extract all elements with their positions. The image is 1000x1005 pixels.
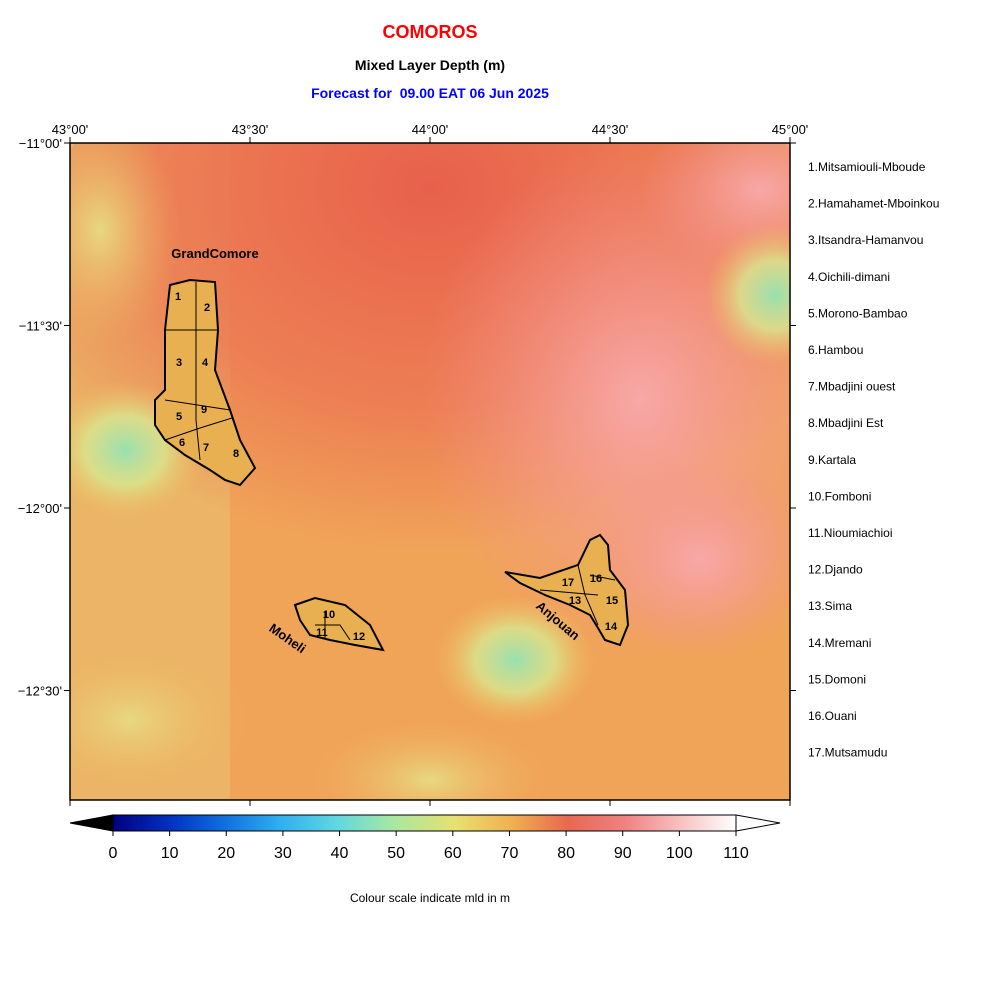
- region-borders: [164, 282, 616, 641]
- overlay: 43°00' 43°30' 44°00' 44°30' 45°00' −11°00' −11…: [18, 122, 940, 862]
- lat-tick-label: −11°30': [19, 319, 62, 334]
- colorbar-tick-label: 20: [217, 845, 235, 862]
- lon-tick-label: 43°30': [232, 122, 269, 137]
- grand-comore-outline: [154, 278, 257, 487]
- colorbar-tick-label: 90: [614, 845, 632, 862]
- region-number: 10: [323, 609, 335, 621]
- colorbar-tick-label: 30: [274, 845, 292, 862]
- region-number: 14: [605, 621, 618, 633]
- colorbar-tick-label: 10: [161, 845, 179, 862]
- colorbar: [112, 814, 737, 832]
- region-legend: 13.Sima: [808, 599, 852, 613]
- region-number: 16: [590, 573, 602, 585]
- colorbar-tick-label: 100: [666, 845, 693, 862]
- region-number: 5: [176, 411, 182, 423]
- region-number: 4: [202, 357, 209, 369]
- colorbar-tick-label: 0: [109, 845, 118, 862]
- region-number: 15: [606, 595, 618, 607]
- subtitle: Mixed Layer Depth (m): [355, 57, 505, 73]
- region-legend: 17.Mutsamudu: [808, 746, 887, 760]
- colorbar-tick-label: 40: [331, 845, 349, 862]
- region-legend: 5.Morono-Bambao: [808, 306, 908, 320]
- field: [70, 143, 790, 800]
- region-legend: 3.Itsandra-Hamanvou: [808, 233, 923, 247]
- region-legend: 10.Fomboni: [808, 489, 871, 503]
- region-legend: 6.Hambou: [808, 343, 863, 357]
- forecast: Forecast for 09.00 EAT 06 Jun 2025: [311, 85, 549, 101]
- region-number: 17: [562, 577, 574, 589]
- island-label: GrandComore: [171, 246, 258, 261]
- lon-tick-label: 43°00': [52, 122, 89, 137]
- title: COMOROS: [382, 22, 477, 42]
- region-legend: 11.Nioumiachioi: [808, 526, 893, 540]
- region-number: 8: [233, 448, 239, 460]
- lat-tick-label: −12°00': [18, 501, 62, 516]
- moheli-outline: [293, 596, 385, 652]
- colorbar-caption: Colour scale indicate mld in m: [350, 891, 510, 905]
- colorbar-low-arrow: [69, 814, 114, 832]
- region-legend: 8.Mbadjini Est: [808, 416, 884, 430]
- lon-tick-label: 44°00': [412, 122, 449, 137]
- region-legend: 2.Hamahamet-Mboinkou: [808, 197, 939, 211]
- lon-tick-label: 44°30': [592, 122, 629, 137]
- region-legend: 15.Domoni: [808, 672, 866, 686]
- region-number: 13: [569, 595, 581, 607]
- colorbar-tick-label: 110: [723, 845, 749, 862]
- islands: [154, 278, 630, 652]
- lat-tick-label: −12°30': [18, 684, 62, 699]
- region-number: 2: [204, 302, 210, 314]
- region-legend: 12.Djando: [808, 563, 863, 577]
- region-legend: 16.Ouani: [808, 709, 857, 723]
- lat-tick-label: −11°00': [19, 136, 62, 151]
- region-legend: 7.Mbadjini ouest: [808, 380, 896, 394]
- region-legend: 4.Oichili-dimani: [808, 270, 890, 284]
- region-number: 9: [201, 404, 207, 416]
- region-number: 7: [203, 442, 209, 454]
- region-legend: 9.Kartala: [808, 453, 856, 467]
- region-number: 1: [175, 291, 181, 303]
- colorbar-tick-label: 60: [444, 845, 462, 862]
- colorbar-high-arrow: [735, 814, 781, 832]
- region-legend: 14.Mremani: [808, 636, 871, 650]
- anjouan-outline: [504, 533, 630, 647]
- colorbar-tick-label: 80: [557, 845, 575, 862]
- colorbar-tick-label: 70: [501, 845, 519, 862]
- region-number: 6: [179, 437, 185, 449]
- colorbar-tick-label: 50: [387, 845, 405, 862]
- region-legend: 1.Mitsamiouli-Mboude: [808, 160, 926, 174]
- lon-tick-label: 45°00': [772, 122, 809, 137]
- region-number: 11: [316, 627, 328, 639]
- region-number: 3: [176, 357, 182, 369]
- region-number: 12: [353, 631, 365, 643]
